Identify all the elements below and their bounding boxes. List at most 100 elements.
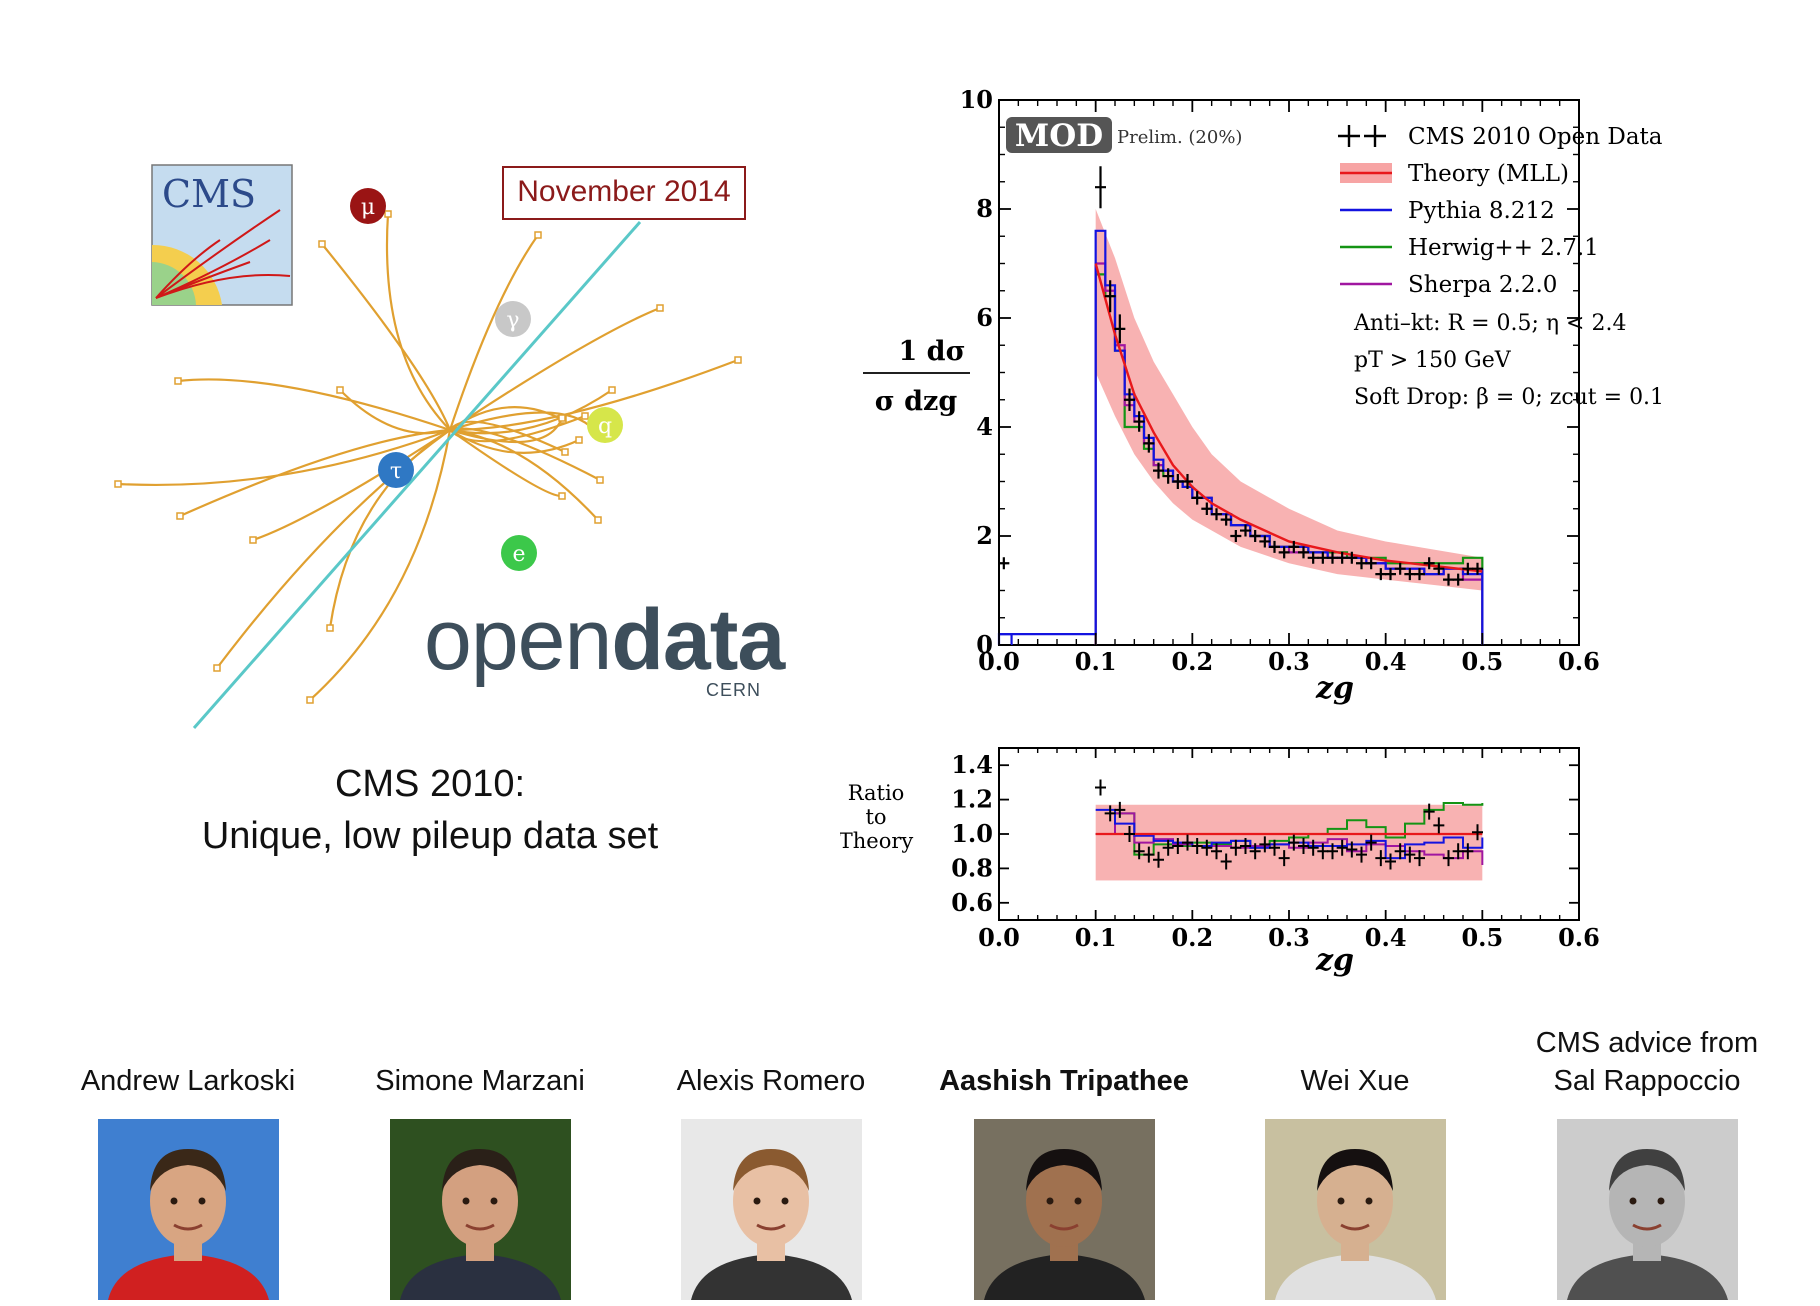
person-name-line-1: Simone Marzani — [375, 1065, 585, 1097]
data-point — [1433, 562, 1445, 575]
track-line — [309, 429, 452, 701]
photon-badge: γ — [495, 301, 531, 337]
data-point — [1191, 491, 1203, 505]
ratio-data-point — [1404, 846, 1416, 863]
mod-logo: MOD Prelim. (20%) — [1006, 117, 1242, 154]
data-point — [1114, 314, 1126, 344]
data-point — [1336, 551, 1348, 564]
zg-plots: 0.0 0.1 0.2 0.3 0.4 0.5 0.6 0 2 4 6 8 10 MOD Prelim.… — [840, 85, 1664, 978]
x-tick-label: 0.4 — [1365, 647, 1407, 676]
ratio-data-point — [1462, 843, 1474, 860]
ratio-xlabel: zg — [1315, 943, 1354, 978]
data-point — [1269, 540, 1280, 553]
data-point — [1414, 568, 1425, 581]
y-tick-label: 0 — [976, 630, 993, 659]
data-point — [1259, 535, 1271, 548]
data-point — [1095, 166, 1106, 209]
y-tick-label: 2 — [976, 521, 993, 550]
person-photo — [681, 1119, 862, 1300]
person-name-line-1: Andrew Larkoski — [80, 1065, 296, 1097]
ratio-data-point — [1336, 839, 1348, 856]
ratio-data-point — [1443, 850, 1454, 867]
ratio-data-point — [1288, 834, 1300, 851]
ratio-data-point — [1182, 834, 1193, 851]
ratio-data-point — [1172, 838, 1184, 855]
data-point — [1201, 502, 1213, 515]
track-endpoint — [656, 304, 664, 312]
data-point — [1249, 530, 1261, 542]
ratio-data-point — [1317, 843, 1329, 860]
ylabel-numerator: 1 dσ — [899, 336, 966, 367]
cut-line-2: pT > 150 GeV — [1354, 348, 1512, 373]
muon-badge: μ — [350, 188, 386, 224]
person-name-line-1: CMS advice from — [1535, 1027, 1759, 1059]
ratio-data-point — [1356, 846, 1367, 863]
data-point — [1452, 573, 1464, 586]
legend-data-marker — [1338, 125, 1360, 147]
data-point — [1298, 546, 1309, 559]
track-endpoint — [734, 356, 742, 364]
x-tick-label: 0.2 — [1171, 647, 1213, 676]
ratio-data-point — [1114, 801, 1126, 818]
x-tick-label: 0.1 — [1075, 647, 1117, 676]
opendata-light-text: open — [424, 592, 612, 688]
person-name: Wei Xue — [1205, 1062, 1505, 1100]
cuts-text: Anti–kt: R = 0.5; η < 2.4 pT > 150 GeV S… — [1353, 311, 1664, 410]
ratio-data-point — [1124, 826, 1135, 842]
data-point — [1404, 568, 1416, 581]
ratio-data-point — [1191, 838, 1203, 855]
prelim-label: Prelim. (20%) — [1117, 127, 1242, 148]
dataset-caption: CMS 2010: Unique, low pileup data set — [130, 758, 730, 862]
ratio-data-point — [1259, 836, 1271, 853]
ratio-data-point — [1327, 843, 1338, 860]
main-plot: 0.0 0.1 0.2 0.3 0.4 0.5 0.6 0 2 4 6 8 10 MOD Prelim.… — [863, 85, 1664, 706]
person-name: CMS advice from Sal Rappoccio — [1497, 1024, 1797, 1100]
ratio-data-point — [1423, 803, 1435, 820]
ratio-series — [1095, 779, 1484, 870]
track-line — [385, 213, 451, 431]
data-point — [1394, 562, 1406, 575]
main-ylabel: 1 dσ σ dzg — [863, 336, 970, 417]
person-name-line-2: Sal Rappoccio — [1553, 1065, 1741, 1097]
cut-line-3: Soft Drop: β = 0; zcut = 0.1 — [1354, 385, 1664, 410]
electron-label: e — [512, 542, 525, 567]
x-tick-label: 0.6 — [1558, 647, 1600, 676]
ratio-data-point — [1153, 851, 1164, 868]
ratio-data-point — [1414, 850, 1425, 867]
ylabel-denominator: σ dzg — [875, 386, 958, 417]
data-point — [1443, 573, 1454, 586]
data-point — [1240, 524, 1251, 537]
track-line — [449, 429, 563, 498]
track-endpoint — [306, 696, 314, 704]
ratio-series-herwig-2-7-1 — [1095, 802, 1484, 856]
particle-tracks — [114, 210, 742, 704]
legend-label: Pythia 8.212 — [1408, 198, 1555, 224]
ratio-data-point — [1095, 779, 1106, 796]
data-point — [1278, 546, 1290, 559]
track-line — [339, 389, 451, 435]
ratio-x-tick-label: 0.6 — [1558, 923, 1600, 952]
caption-line-2: Unique, low pileup data set — [201, 815, 659, 857]
data-point — [1356, 557, 1367, 570]
data-point — [1230, 530, 1242, 542]
data-point — [1172, 474, 1184, 489]
x-tick-label: 0.5 — [1461, 647, 1503, 676]
person-name: Andrew Larkoski — [38, 1062, 338, 1100]
ratio-data-point — [1365, 834, 1377, 851]
date-tag: November 2014 — [502, 166, 746, 220]
track-line — [449, 411, 595, 432]
cern-label: CERN — [706, 680, 762, 700]
track-line — [321, 243, 452, 431]
ratio-data-point — [1249, 843, 1261, 860]
ratio-ylabel-line-3: Theory — [840, 829, 913, 853]
ratio-data-point — [1211, 843, 1222, 860]
track-line — [252, 429, 451, 542]
person-name: Simone Marzani — [330, 1062, 630, 1100]
ratio-plot: 0.0 0.1 0.2 0.3 0.4 0.5 0.6 0.6 0.8 1.0 1.2 1.4 Rat… — [840, 747, 1600, 978]
track-line — [448, 234, 539, 431]
data-point — [1104, 280, 1116, 313]
ratio-ticks: 0.0 0.1 0.2 0.3 0.4 0.5 0.6 0.6 0.8 1.0 1.2 1.4 — [951, 748, 1600, 952]
opendata-bold-text: data — [611, 592, 785, 688]
person-photo — [98, 1119, 279, 1300]
ratio-x-tick-label: 0.5 — [1461, 923, 1503, 952]
